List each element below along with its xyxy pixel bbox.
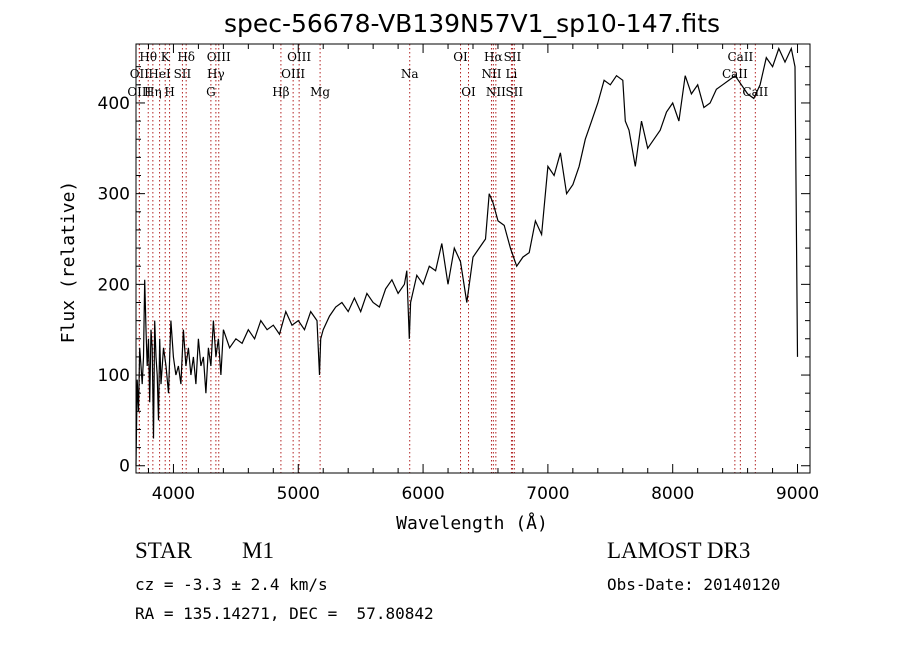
emission-line-label: OIII — [127, 85, 151, 99]
emission-line-label: Hα — [484, 50, 503, 64]
chart-title: spec-56678-VB139N57V1_sp10-147.fits — [224, 9, 720, 38]
y-tick-label: 100 — [98, 366, 130, 386]
emission-line-label: OIII — [207, 50, 231, 64]
y-tick-label: 200 — [98, 275, 130, 295]
y-tick-label: 0 — [119, 457, 130, 477]
observation-date: Obs-Date: 20140120 — [607, 575, 781, 594]
emission-line-label: HeI — [148, 67, 171, 81]
emission-line-label: OI — [453, 50, 468, 64]
emission-line-label: Hγ — [207, 67, 225, 81]
x-tick-label: 4000 — [152, 484, 195, 504]
emission-line-label: Mg — [310, 85, 330, 99]
emission-line-label: OII — [130, 67, 150, 81]
x-axis-ticks: 4000 5000 6000 7000 8000 9000 — [147, 44, 819, 504]
emission-line-label: OIII — [287, 50, 311, 64]
x-axis-label: Wavelength (Å) — [396, 512, 548, 534]
y-axis-label: Flux (relative) — [58, 181, 79, 344]
emission-line-label: Na — [401, 67, 419, 81]
emission-line-label: G — [206, 85, 216, 99]
x-tick-label: 6000 — [401, 484, 444, 504]
emission-line-label: SII — [505, 85, 523, 99]
emission-line-label: CaII — [722, 67, 748, 81]
x-tick-label: 5000 — [277, 484, 320, 504]
redshift-velocity: cz = -3.3 ± 2.4 km/s — [135, 575, 328, 594]
emission-line-label: K — [161, 50, 171, 64]
emission-line-label: OIII — [281, 67, 305, 81]
x-tick-label: 9000 — [776, 484, 819, 504]
survey-name: LAMOST DR3 — [607, 538, 751, 563]
x-tick-label: 8000 — [651, 484, 694, 504]
emission-line-label: Hη — [144, 85, 162, 99]
emission-line-label: Hβ — [272, 85, 289, 99]
emission-line-label: Li — [506, 67, 518, 81]
emission-line-label: NII — [481, 67, 501, 81]
y-axis-ticks: 0 100 200 300 400 — [98, 66, 810, 477]
emission-line-label: Hθ — [139, 50, 157, 64]
emission-line-label: OI — [461, 85, 476, 99]
emission-line-label: Hδ — [177, 50, 195, 64]
object-subclass: M1 — [242, 538, 274, 563]
y-tick-label: 300 — [98, 185, 130, 205]
y-tick-label: 400 — [98, 94, 130, 114]
emission-line-label: SII — [174, 67, 192, 81]
x-tick-label: 7000 — [526, 484, 569, 504]
emission-line-label: CaII — [727, 50, 753, 64]
emission-line-label: SII — [504, 50, 522, 64]
emission-line-markers — [138, 44, 756, 473]
emission-line-label: NII — [486, 85, 506, 99]
emission-line-label: H — [164, 85, 174, 99]
object-class: STAR — [135, 538, 192, 563]
coordinates: RA = 135.14271, DEC = 57.80842 — [135, 604, 434, 623]
spectrum-series-line — [135, 46, 799, 466]
